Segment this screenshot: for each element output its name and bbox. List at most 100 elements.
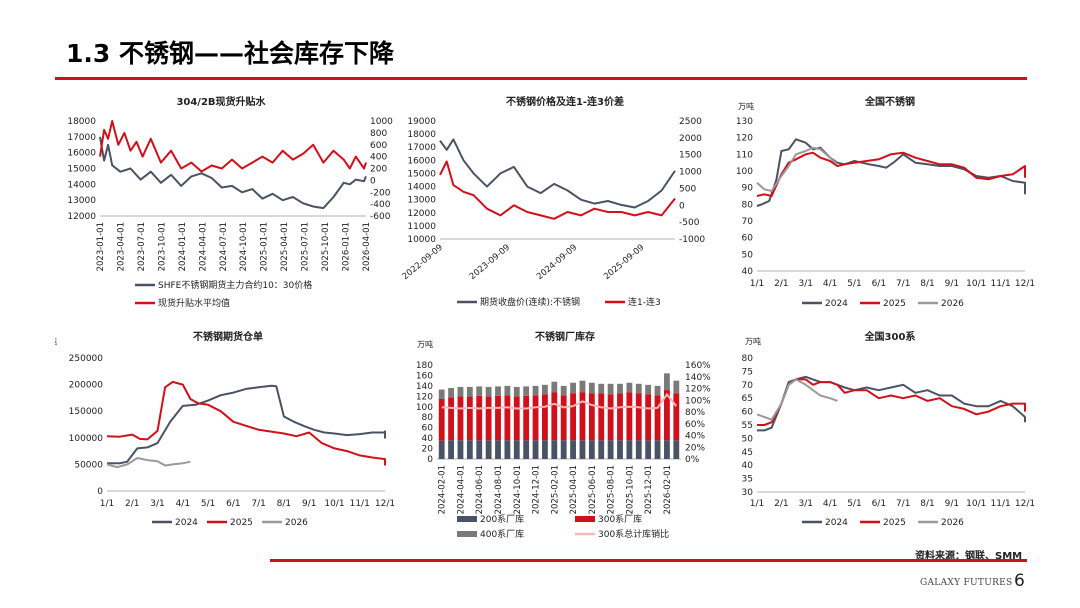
legend-label: 2026 <box>941 299 964 309</box>
chart-spot-premium: 304/2B现货升贴水 18000 17000 16000 15000 14000 1300… <box>55 90 395 318</box>
y-tick-label: 17000 <box>407 143 436 153</box>
x-tick-label: 2026-02-01 <box>663 465 673 514</box>
bar-400-series <box>485 386 492 397</box>
y-tick-label: 20 <box>422 445 434 455</box>
x-tick-label: 2022-09-09 <box>401 243 445 282</box>
legend-label: 2024 <box>175 518 198 528</box>
bar-300-series <box>607 394 614 441</box>
x-tick-label: 9/1 <box>302 499 316 509</box>
y-tick-label: 0 <box>97 487 103 497</box>
chart-price-spread: 不锈钢价格及连1-连3价差 19000 18000 17000 16000 15000 14… <box>395 90 735 318</box>
y2-tick-label: 800 <box>370 129 387 139</box>
x-tick-label: 2023-10-01 <box>157 222 167 271</box>
y2-tick-label: 0 <box>370 176 376 186</box>
bar-200-series <box>438 440 445 459</box>
bar-200-series <box>560 440 567 459</box>
x-tick-label: 9/1 <box>945 499 959 509</box>
y2-tick-label: -200 <box>370 188 391 198</box>
bar-200-series <box>654 440 661 459</box>
bar-300-series <box>466 396 473 441</box>
chart-title: 不锈钢价格及连1-连3价差 <box>506 95 624 108</box>
y-tick-label: 180 <box>416 361 433 371</box>
source-note: 资料来源：钢联、SMM <box>915 551 1023 562</box>
legend-label: 2024 <box>825 299 848 309</box>
x-tick-label: 2/1 <box>774 279 788 289</box>
axis-unit-label: 万吨 <box>417 339 433 349</box>
x-tick-label: 1/1 <box>100 499 114 509</box>
bar-400-series <box>457 386 464 397</box>
y-tick-label: 120 <box>416 392 433 402</box>
x-tick-label: 3/1 <box>150 499 164 509</box>
y-tick-label: 35 <box>742 475 753 485</box>
x-tick-label: 7/1 <box>896 499 910 509</box>
y-tick-label: 30 <box>742 488 754 498</box>
y-tick-label: 50000 <box>74 460 103 470</box>
y2-tick-label: 500 <box>679 184 696 194</box>
x-tick-label: 1/1 <box>750 279 764 289</box>
y-tick-label: 13000 <box>407 196 436 206</box>
series-line-2024 <box>757 375 1026 432</box>
x-tick-label: 2024-02-01 <box>438 465 448 514</box>
bar-200-series <box>673 440 680 459</box>
x-tick-label: 2023-09-09 <box>468 243 512 282</box>
bar-300-series <box>513 396 520 441</box>
chart-warehouse-receipts: 不锈钢期货仓单 吨 250000 200000 150000 100000 50000 0 1/… <box>55 325 395 537</box>
bar-200-series <box>504 440 511 459</box>
y-tick-label: 16000 <box>67 149 96 159</box>
y2-tick-label: -400 <box>370 200 391 210</box>
bar-400-series <box>664 373 670 391</box>
x-tick-label: 11/1 <box>350 499 370 509</box>
x-tick-label: 3/1 <box>798 499 812 509</box>
y-tick-label: 10000 <box>407 235 436 245</box>
bar-300-series <box>448 397 454 441</box>
bar-200-series <box>570 440 576 459</box>
axis-unit-label: 万吨 <box>745 336 761 346</box>
x-tick-label: 2024-10-01 <box>239 222 249 271</box>
y2-tick-label: 200 <box>370 165 387 175</box>
series-line-2025 <box>756 151 1026 197</box>
y-tick-label: 80 <box>742 354 754 364</box>
bar-400-series <box>466 386 473 397</box>
chart-title: 全国不锈钢 <box>864 95 915 108</box>
bar-300-series <box>438 398 445 441</box>
legend-label: SHFE不锈钢期货主力合约10：30价格 <box>158 279 312 291</box>
bar-400-series <box>532 385 539 396</box>
x-tick-label: 2025-01-01 <box>260 222 270 271</box>
y-tick-label: 90 <box>742 184 754 194</box>
bar-400-series <box>617 383 623 394</box>
bar-400-series <box>523 386 530 396</box>
x-tick-label: 11/1 <box>991 279 1011 289</box>
y2-tick-label: 160% <box>685 361 711 371</box>
bar-300-series <box>664 390 670 441</box>
bar-400-series <box>645 384 652 395</box>
legend-swatch <box>575 516 595 522</box>
series-line-2024 <box>107 384 386 465</box>
bar-200-series <box>542 440 548 459</box>
bar-200-series <box>626 440 633 459</box>
chart-title: 全国300系 <box>864 330 916 343</box>
legend-label: 连1-连3 <box>628 296 661 308</box>
series-line-2026 <box>756 146 839 192</box>
x-tick-label: 12/1 <box>375 499 395 509</box>
x-tick-label: 4/1 <box>823 279 837 289</box>
x-tick-label: 2024-10-01 <box>513 465 523 514</box>
legend-label: 期货收盘价(连续):不锈钢 <box>480 296 580 308</box>
y-tick-label: 75 <box>742 367 753 377</box>
y2-tick-label: 2000 <box>679 134 702 144</box>
x-tick-label: 2025-07-01 <box>301 222 311 271</box>
chart-title: 304/2B现货升贴水 <box>176 95 266 108</box>
x-tick-label: 8/1 <box>920 499 934 509</box>
y-tick-label: 160 <box>416 371 433 381</box>
bar-200-series <box>551 440 558 459</box>
series-line-13 <box>439 160 676 220</box>
y2-tick-label: 120% <box>685 385 711 395</box>
x-tick-label: 2025-04-01 <box>569 465 579 514</box>
bar-300-series <box>673 393 680 441</box>
chart-title: 不锈钢厂库存 <box>535 330 595 343</box>
x-tick-label: 12/1 <box>1015 279 1035 289</box>
page-title: 1.3 不锈钢——社会库存下降 <box>66 39 394 68</box>
x-tick-label: 5/1 <box>847 499 861 509</box>
x-tick-label: 2/1 <box>774 499 788 509</box>
legend-swatch <box>457 531 477 537</box>
chart-national-300-series: 全国300系 万吨 80 75 70 65 60 55 50 45 40 35 30 1/1 2/1 3/1 4… <box>735 325 1035 537</box>
